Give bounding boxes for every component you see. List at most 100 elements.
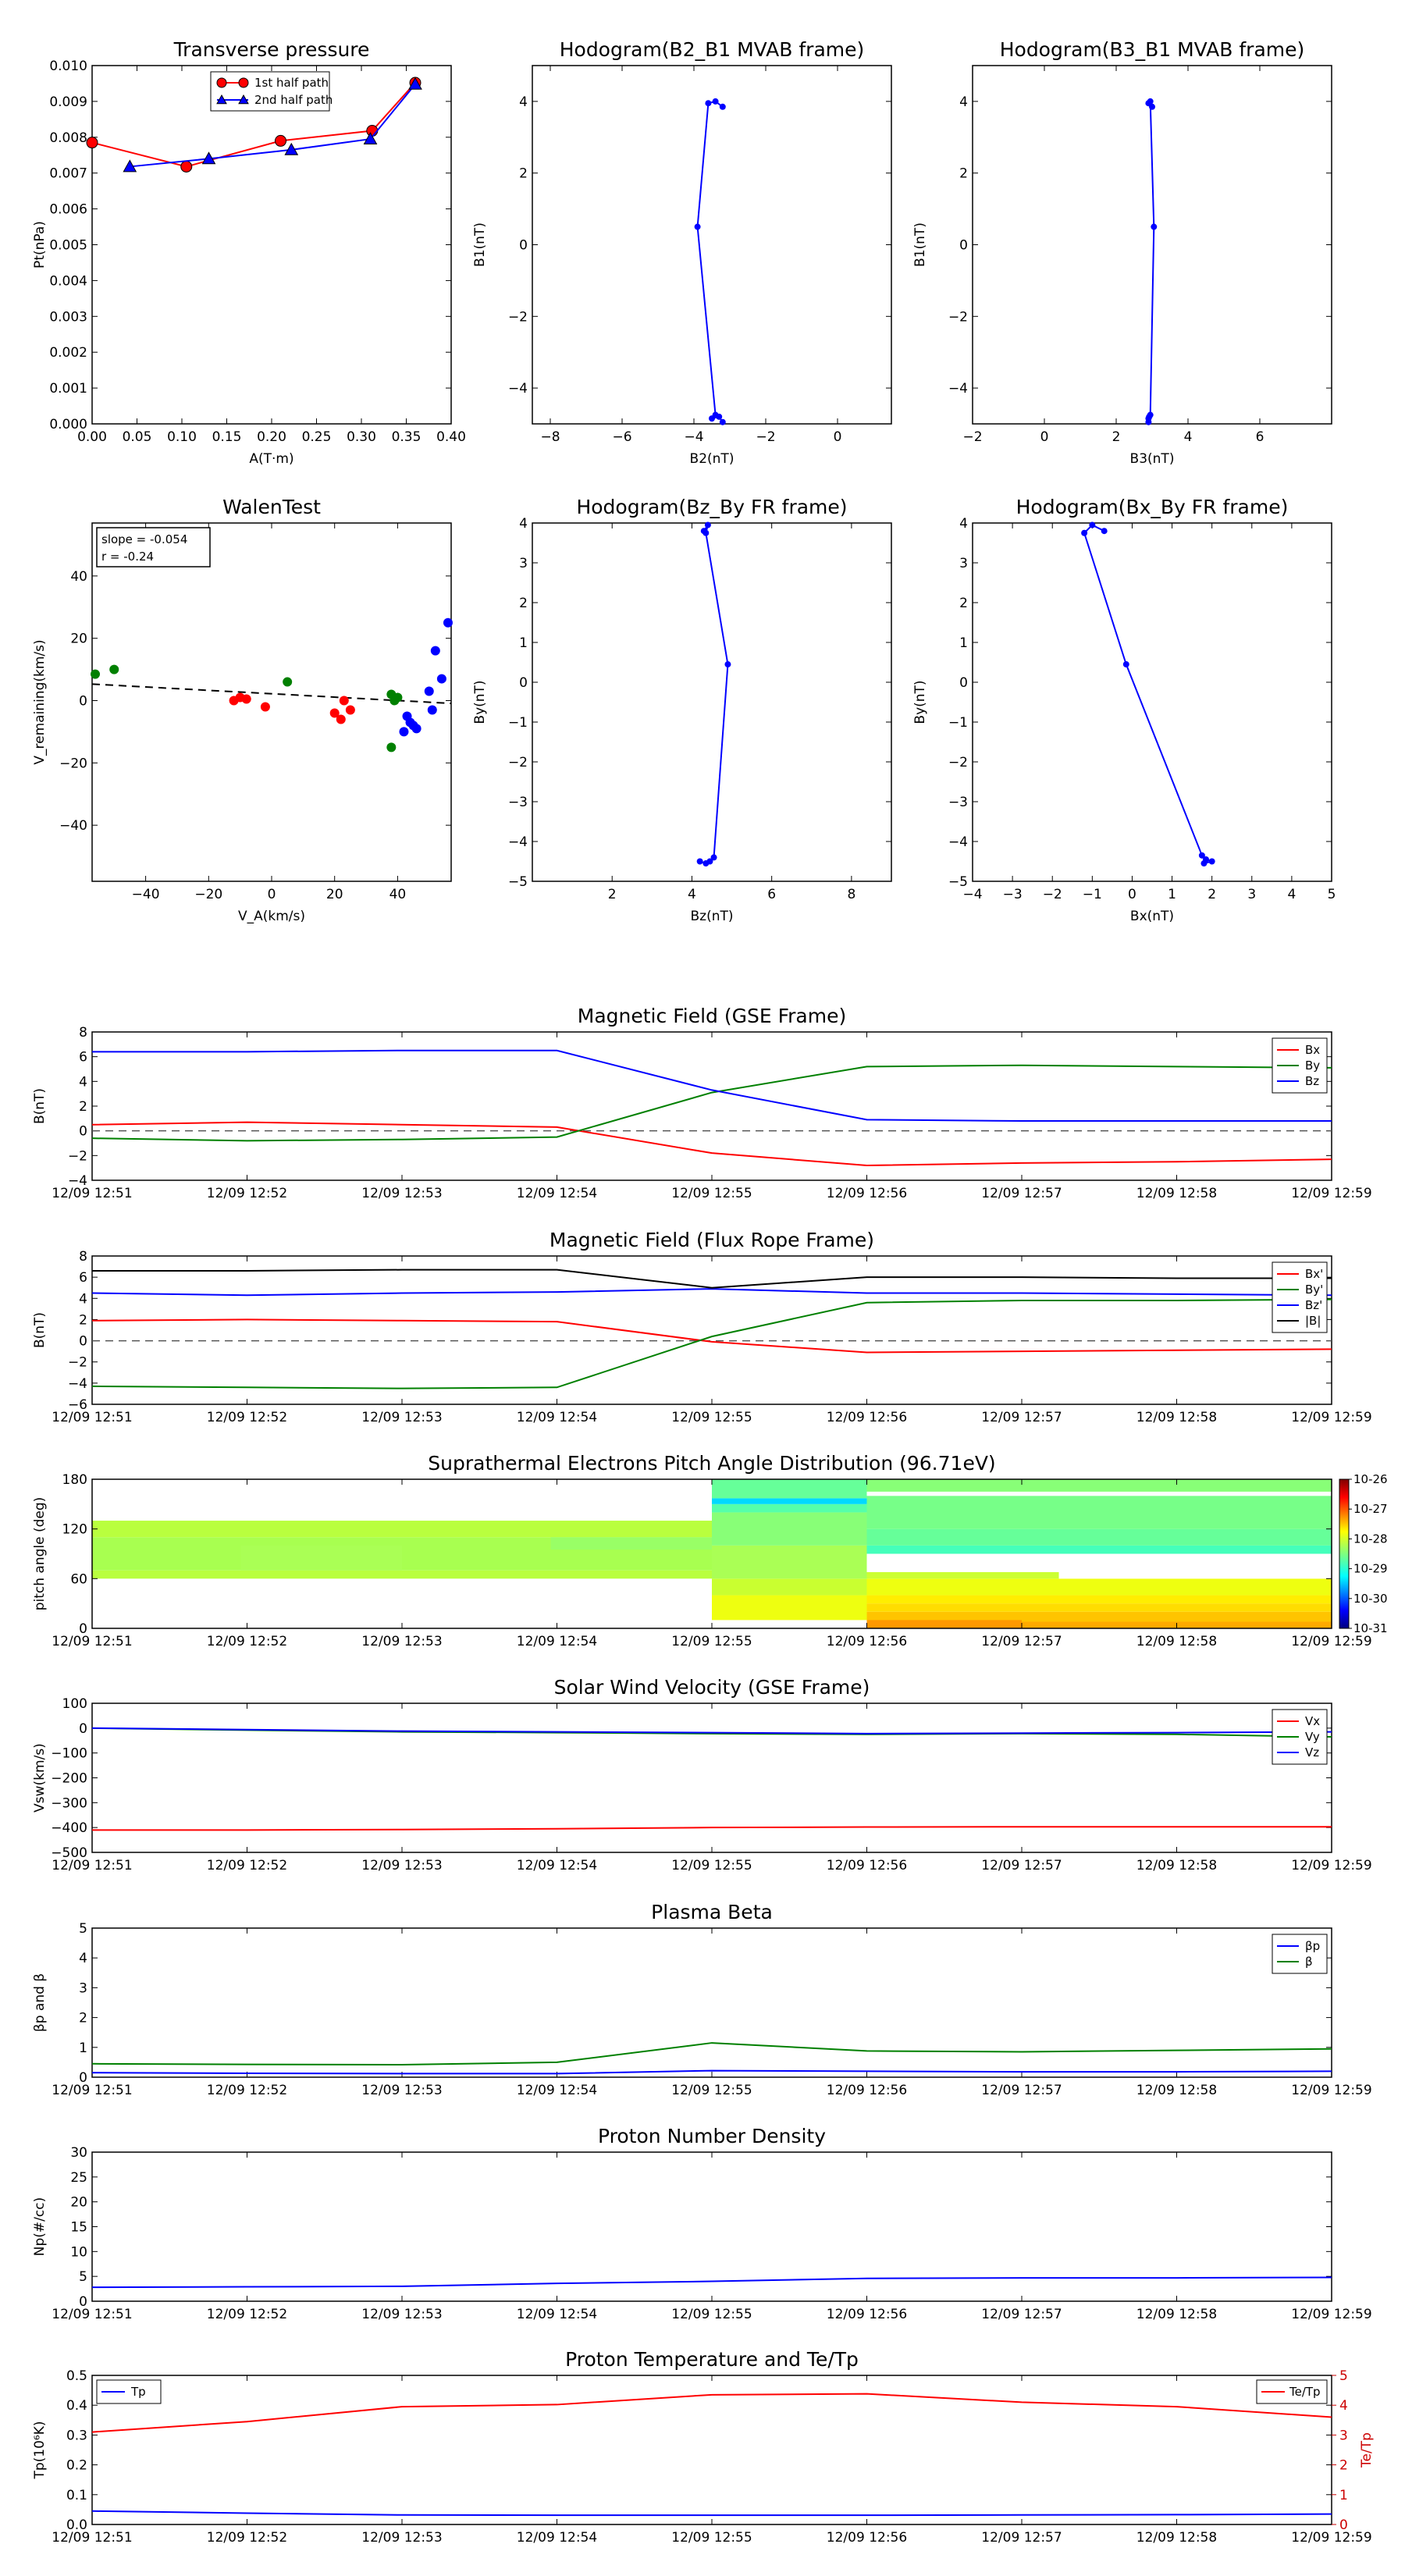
x-tick-label: 2 [1208,887,1216,902]
y-tick-label: −4 [508,834,528,850]
x-tick-label: −8 [540,429,560,445]
x-tick-label: 12/09 12:54 [517,2530,597,2546]
x-tick-label: 12/09 12:59 [1291,2530,1371,2546]
panel-temp: Proton Temperature and Te/Tp 0.0 0.1 0.2 0.3… [32,2348,1375,2546]
y-tick-label: 3 [79,1980,87,1996]
y-axis-label: V_remaining(km/s) [32,639,48,764]
y-axis-label: B1(nT) [472,222,488,267]
x-tick-label: 12/09 12:51 [52,1186,132,1201]
y-tick-label: 1 [959,635,968,651]
x-tick-label: 12/09 12:55 [671,1410,752,1425]
x-tick-label: 12/09 12:56 [827,2083,907,2098]
series-line [1083,524,1215,865]
x-axis-label: B3(nT) [1130,451,1175,467]
series-line [91,2276,1332,2289]
data-point [424,686,434,696]
data-point [1101,528,1108,535]
x-tick-label: 12/09 12:53 [361,2530,442,2546]
legend-box [210,71,330,112]
data-point [329,708,340,718]
y-tick-label: 2 [519,166,528,182]
y-tick-label: 0 [519,675,528,691]
heatmap-cell [866,1553,1332,1572]
y-tick-label: −2 [508,309,528,325]
x-tick-label: 12/09 12:55 [671,2307,752,2322]
chart-title: Hodogram(Bx_By FR frame) [1016,496,1289,518]
x-tick-label: 4 [688,887,696,902]
series-line [91,1064,1332,1142]
y-tick-label: 1 [79,2041,87,2056]
data-point [408,76,422,90]
y-tick-label: 0.2 [66,2458,87,2474]
y-tick-label: 0 [79,694,87,710]
y-tick-label: −6 [68,1397,87,1413]
data-point [216,77,227,88]
x-tick-label: −4 [684,429,703,445]
x-tick-label: −2 [1043,887,1062,902]
y-tick-label: 0 [79,2070,87,2086]
y-tick-label: 8 [79,1025,87,1041]
y-tick-label: −3 [948,795,968,810]
x-tick-label: −3 [1003,887,1023,902]
panel-walen: WalenTest −40 −20 0 20 40 −40 −20 0 20 40 V_A(km/s)… [32,496,453,924]
x-tick-label: 12/09 12:53 [361,2307,442,2322]
legend-label: βp [1305,1939,1320,1953]
y-tick-label: 0.003 [49,309,87,325]
data-point [702,529,710,536]
x-tick-label: 12/09 12:53 [361,1410,442,1425]
heatmap-cell [866,1528,1332,1546]
y-tick-label: 2 [959,166,968,182]
y-tick-label: 0 [79,1334,87,1350]
x-tick-label: 12/09 12:51 [52,1858,132,1873]
y-tick-label: 5 [79,1921,87,1937]
x-tick-label: 12/09 12:54 [517,1858,597,1873]
y-tick-label: 0.007 [49,166,87,182]
y-tick-label: 4 [519,94,528,110]
y-tick-label: 0 [79,1621,87,1637]
y-axis-label: Vsw(km/s) [32,1743,48,1813]
chart-title: WalenTest [222,496,321,518]
x-tick-label: 0 [1128,887,1136,902]
heatmap-cell [92,1521,712,1538]
heatmap-cell [866,1545,1332,1554]
y-tick-label: 0.0 [66,2517,87,2533]
series-line [91,2042,1332,2065]
heatmap-cell [866,1595,1332,1604]
y-tick-label: 120 [62,1522,87,1538]
plot-frame [91,1031,1332,1181]
data-point [705,100,712,107]
series-line [696,100,724,423]
panel-hbxy: Hodogram(Bx_By FR frame)−5−4−3−2−101234−… [912,496,1336,924]
y2-tick-label: 4 [1339,2398,1348,2414]
y-tick-label: −400 [51,1820,87,1836]
x-axis-label: Bx(nT) [1130,909,1174,924]
colorbar-label: 10-27 [1353,1502,1388,1516]
plot-frame [972,65,1332,425]
y-tick-label: 0.008 [49,130,87,146]
panel-hb31: Hodogram(B3_B1 MVAB frame) −4 −2 0 2 4 −2 0 2 4 6 B… [912,38,1332,467]
panel-hb21: Hodogram(B2_B1 MVAB frame) −4 −2 0 2 4 −8 −6 −4 −… [472,38,892,467]
chart-title: Solar Wind Velocity (GSE Frame) [554,1676,870,1699]
y-tick-label: −300 [51,1795,87,1811]
series-line [91,2393,1332,2433]
x-tick-label: 12/09 12:52 [207,1186,287,1201]
y-axis-label: Np(#/cc) [32,2197,48,2256]
x-tick-label: 12/09 12:58 [1136,2083,1217,2098]
colorbar-label: 10-31 [1353,1621,1388,1635]
data-point [339,696,349,706]
data-point [393,692,403,703]
x-tick-label: 12/09 12:52 [207,1410,287,1425]
heatmap-cell [240,1545,402,1571]
panel-bgse: Magnetic Field (GSE Frame) −4 −2 0 2 4 6 8 12/09… [32,1005,1372,1201]
x-tick-label: 12/09 12:52 [207,2083,287,2098]
y-axis-label: B(nT) [32,1088,48,1124]
x-tick-label: 12/09 12:57 [981,2083,1062,2098]
y-axis-label: B(nT) [32,1312,48,1348]
data-point [694,223,701,230]
heatmap-cell [712,1512,867,1546]
panel-vsw: Solar Wind Velocity (GSE Frame) −500 −400 −… [32,1676,1372,1873]
legend-label: 1st half path [254,76,329,90]
data-point [1147,98,1154,105]
x-tick-label: 12/09 12:59 [1291,2083,1371,2098]
heatmap-cell [712,1503,867,1513]
